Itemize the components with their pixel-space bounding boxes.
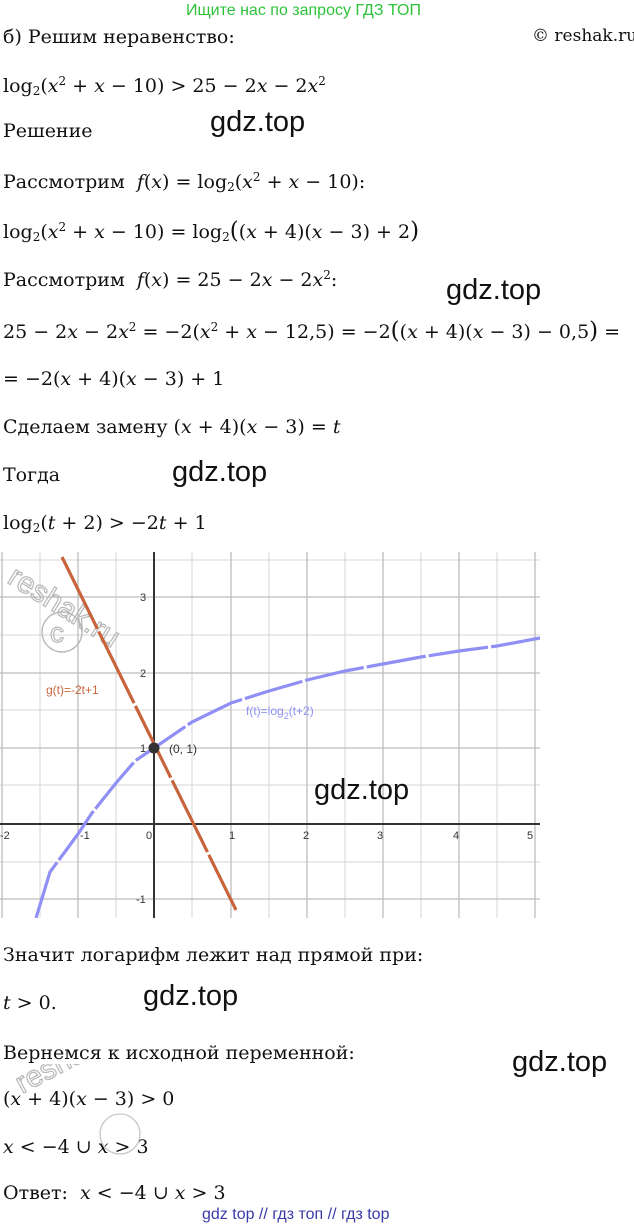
search-banner[interactable]: Ищите нас по запросу ГДЗ ТОП xyxy=(186,2,421,19)
watermark-1: gdz.top xyxy=(210,106,306,138)
watermark-4: gdz.top xyxy=(314,774,410,806)
x-tick-label: 4 xyxy=(453,830,459,842)
then-label: Тогда xyxy=(3,464,61,486)
reshak-watermark-bottom: reshak.ru xyxy=(9,1064,141,1155)
reshak-logo-watermark: reshak.ru xyxy=(2,560,126,654)
watermark-3: gdz.top xyxy=(172,456,268,488)
consider-label: Рассмотрим xyxy=(3,171,125,193)
watermark-2: gdz.top xyxy=(446,274,542,306)
svg-text:c: c xyxy=(50,617,64,648)
substitution-line: Сделаем замену (x + 4)(x − 3) = t xyxy=(3,416,341,438)
product-inequality: (x + 4)(x − 3) > 0 xyxy=(3,1088,175,1110)
f-log-curve xyxy=(34,636,540,918)
f-function-label: f(t)=log2(t+2) xyxy=(246,704,314,721)
x-tick-label: 3 xyxy=(377,830,383,842)
copyright-mark: © reshak.ru xyxy=(532,26,634,46)
consider-label-2: Рассмотрим xyxy=(3,269,125,291)
inequality: log2(x2 + x − 10) > 25 − 2x − 2x2 xyxy=(3,74,326,98)
answer-line: Ответ: x < −4 ∪ x > 3 xyxy=(3,1182,226,1204)
conclusion-text: Значит логарифм лежит над прямой при: xyxy=(3,944,424,966)
solution-heading: Решение xyxy=(3,120,93,142)
consider-f-line: Рассмотрим f(x) = log2(x2 + x − 10): xyxy=(3,170,366,194)
x-tick-label: 1 xyxy=(229,830,235,842)
solution-set: x < −4 ∪ x > 3 xyxy=(3,1136,149,1158)
copyright-circle-watermark: c xyxy=(41,611,83,653)
watermark-6: gdz.top xyxy=(512,1046,608,1078)
quadratic-result: = −2(x + 4)(x − 3) + 1 xyxy=(3,368,225,390)
x-tick-label: -1 xyxy=(80,830,90,842)
svg-text:reshak.ru: reshak.ru xyxy=(10,1064,136,1100)
footer-links[interactable]: gdz top // гдз топ // гдз top xyxy=(202,1206,390,1223)
x-tick-label: 2 xyxy=(303,830,309,842)
function-graph: -2 -1 0 1 2 3 4 5 3 2 1 -1 reshak.ru c (… xyxy=(0,552,540,918)
problem-title: б) Решим неравенство: xyxy=(3,26,235,48)
x-tick-label: 5 xyxy=(527,830,533,842)
x-tick-label: -2 xyxy=(0,830,10,842)
intersection-point xyxy=(148,742,160,754)
quadratic-transform: 25 − 2x − 2x2 = −2(x2 + x − 12,5) = −2((… xyxy=(3,318,621,344)
y-tick-label: 3 xyxy=(140,592,146,604)
substitution-label: Сделаем замену xyxy=(3,416,168,438)
log-factored: log2(x2 + x − 10) = log2((x + 4)(x − 3) … xyxy=(3,218,420,244)
intersection-label: (0, 1) xyxy=(169,742,197,756)
y-tick-label: -1 xyxy=(136,894,146,906)
watermark-5: gdz.top xyxy=(143,980,239,1012)
y-tick-labels: 3 2 1 -1 xyxy=(136,592,146,906)
consider-f2-line: Рассмотрим f(x) = 25 − 2x − 2x2: xyxy=(3,268,338,291)
x-tick-label: 0 xyxy=(146,830,152,842)
t-condition: t > 0. xyxy=(3,992,57,1014)
t-inequality: log2(t + 2) > −2t + 1 xyxy=(3,512,207,535)
y-tick-label: 2 xyxy=(140,668,146,680)
answer-label: Ответ: xyxy=(3,1182,68,1204)
g-function-label: g(t)=-2t+1 xyxy=(46,683,99,697)
y-tick-label: 1 xyxy=(140,743,146,755)
x-tick-labels: -2 -1 0 1 2 3 4 5 xyxy=(0,830,533,842)
return-text: Вернемся к исходной переменной: xyxy=(3,1042,355,1064)
g-linear-line xyxy=(60,556,238,911)
